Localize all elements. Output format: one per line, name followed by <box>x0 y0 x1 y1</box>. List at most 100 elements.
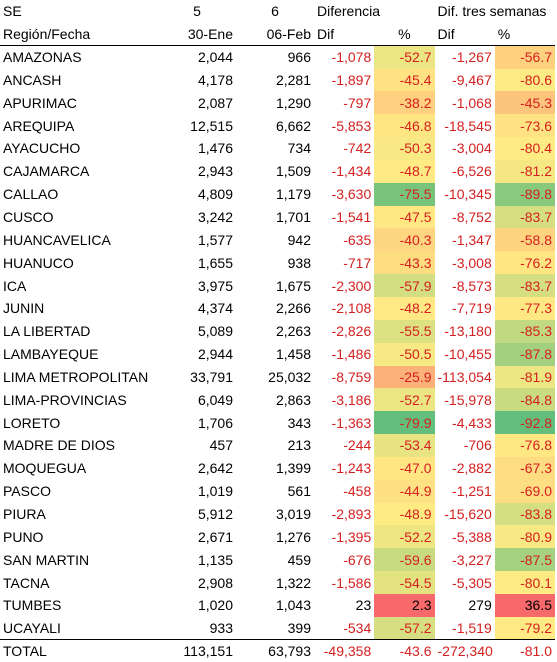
value-30-ene: 12,515 <box>190 117 233 134</box>
value-30-ene: 2,044 <box>197 49 233 66</box>
diff3-pct: -92.8 <box>494 411 555 435</box>
value-30-ene: 33,791 <box>190 368 233 385</box>
diff3-value: -2,882 <box>452 460 492 477</box>
diff3-value: -10,345 <box>444 186 492 203</box>
table-row: AREQUIPA 12,515 6,662 -5,853 -46.8 -18,545 -73… <box>0 114 555 138</box>
spreadsheet-table-view: SE 5 6 Diferencia Dif. tres semanas Regi… <box>0 3 555 662</box>
diff-pct: -52.2 <box>374 525 435 549</box>
total-region-name: TOTAL <box>0 639 158 662</box>
value-30-ene: 5,912 <box>197 505 233 522</box>
header-row-columns: Región/Fecha 30-Ene 06-Feb Dif % Dif % <box>0 22 555 47</box>
diff3-pct: -80.9 <box>494 525 555 549</box>
value-30-ene: 457 <box>209 437 233 454</box>
region-name: PASCO <box>3 483 51 500</box>
diff-value: -2,826 <box>331 323 372 340</box>
table-row: LORETO 1,706 343 -1,363 -79.9 -4,433 -92.8 <box>0 411 555 435</box>
diff3-pct: -69.0 <box>494 479 555 503</box>
diff3-pct: -76.2 <box>494 251 555 275</box>
value-30-ene: 2,671 <box>197 528 233 545</box>
diff-pct: -45.4 <box>374 68 435 92</box>
diff-value: -3,630 <box>331 186 372 203</box>
diff-pct: -54.5 <box>374 571 435 594</box>
diff3-value: -1,068 <box>452 94 492 111</box>
value-06-feb: 2,281 <box>275 71 311 88</box>
pct3-header: % <box>494 22 555 47</box>
diff-value: -5,853 <box>331 117 372 134</box>
diff3-value: -15,978 <box>444 391 492 408</box>
region-name: LORETO <box>3 414 61 431</box>
value-06-feb: 6,662 <box>275 117 311 134</box>
diff-pct: -40.3 <box>374 228 435 252</box>
diff-pct: -43.3 <box>374 251 435 275</box>
diff3-value: -1,519 <box>452 619 492 636</box>
diff-value: -1,078 <box>331 49 372 66</box>
value-30-ene: 3,242 <box>197 209 233 226</box>
diff-pct: -57.9 <box>374 274 435 297</box>
table-row: HUANCAVELICA 1,577 942 -635 -40.3 -1,347 -58.8 <box>0 228 555 252</box>
table-row: PASCO 1,019 561 -458 -44.9 -1,251 -69.0 <box>0 479 555 503</box>
diferencia-header: Diferencia <box>317 3 381 20</box>
diff3-pct: -73.6 <box>494 114 555 138</box>
diff-value: -244 <box>343 437 372 454</box>
value-30-ene: 4,809 <box>197 186 233 203</box>
value-06-feb: 942 <box>287 231 311 248</box>
diff3-value: -9,467 <box>452 71 492 88</box>
table-row: LIMA METROPOLITAN 33,791 25,032 -8,759 -25.9… <box>0 365 555 389</box>
region-name: ANCASH <box>3 71 62 88</box>
total-diff3-pct: -81.0 <box>494 639 555 662</box>
diff-value: -534 <box>343 619 372 636</box>
total-value-06-feb: 63,793 <box>236 639 314 662</box>
diff3-value: -6,526 <box>452 163 492 180</box>
week-a-header: 5 <box>193 3 201 20</box>
diff-value: -2,893 <box>331 505 372 522</box>
date-a-header: 30-Ene <box>158 22 236 47</box>
diff3-value: -8,752 <box>452 209 492 226</box>
diff3-pct: -77.3 <box>494 296 555 320</box>
value-30-ene: 933 <box>209 619 233 636</box>
diff3-value: -7,719 <box>452 300 492 317</box>
region-name: APURIMAC <box>3 94 77 111</box>
value-30-ene: 1,476 <box>197 140 233 157</box>
diff-pct: -52.7 <box>374 45 435 69</box>
diff-pct: 2.3 <box>374 593 435 617</box>
diff3-value: -4,433 <box>452 414 492 431</box>
diff-pct: -52.7 <box>374 388 435 412</box>
value-30-ene: 1,655 <box>197 254 233 271</box>
diff3-value: -1,267 <box>452 49 492 66</box>
region-name: HUANCAVELICA <box>3 231 111 248</box>
table-row: TUMBES 1,020 1,043 23 2.3 279 36.5 <box>0 593 555 617</box>
value-30-ene: 4,178 <box>197 71 233 88</box>
region-name: LAMBAYEQUE <box>3 346 99 363</box>
value-06-feb: 213 <box>287 437 311 454</box>
value-06-feb: 1,509 <box>275 163 311 180</box>
table-row: UCAYALI 933 399 -534 -57.2 -1,519 -79.2 <box>0 616 555 640</box>
diff3-pct: -80.1 <box>494 571 555 594</box>
value-30-ene: 2,908 <box>197 574 233 591</box>
table-row: TACNA 2,908 1,322 -1,586 -54.5 -5,305 -80.1 <box>0 571 555 594</box>
diff3-value: -5,388 <box>452 528 492 545</box>
diff3-value: -3,004 <box>452 140 492 157</box>
value-06-feb: 25,032 <box>268 368 311 385</box>
value-06-feb: 561 <box>287 483 311 500</box>
region-name: MADRE DE DIOS <box>3 437 116 454</box>
diff3-pct: -67.3 <box>494 456 555 480</box>
diff-pct: -25.9 <box>374 365 435 389</box>
region-name: PIURA <box>3 505 46 522</box>
table-row: CAJAMARCA 2,943 1,509 -1,434 -48.7 -6,526 -81.… <box>0 159 555 183</box>
value-06-feb: 2,266 <box>275 300 311 317</box>
diff3-pct: 36.5 <box>494 593 555 617</box>
diff3-pct: -45.3 <box>494 91 555 115</box>
diff3-pct: -89.8 <box>494 182 555 206</box>
diff3-pct: -58.8 <box>494 228 555 252</box>
table-row: ICA 3,975 1,675 -2,300 -57.9 -8,573 -83.7 <box>0 274 555 297</box>
diff3-value: -706 <box>463 437 492 454</box>
diff-pct: -53.4 <box>374 434 435 457</box>
value-06-feb: 938 <box>287 254 311 271</box>
date-b-header: 06-Feb <box>236 22 314 47</box>
value-06-feb: 1,458 <box>275 346 311 363</box>
table-row: AMAZONAS 2,044 966 -1,078 -52.7 -1,267 -56.7 <box>0 45 555 69</box>
diff3-value: -1,251 <box>452 483 492 500</box>
region-name: UCAYALI <box>3 619 61 636</box>
region-name: ICA <box>3 277 27 294</box>
diff3-pct: -84.8 <box>494 388 555 412</box>
